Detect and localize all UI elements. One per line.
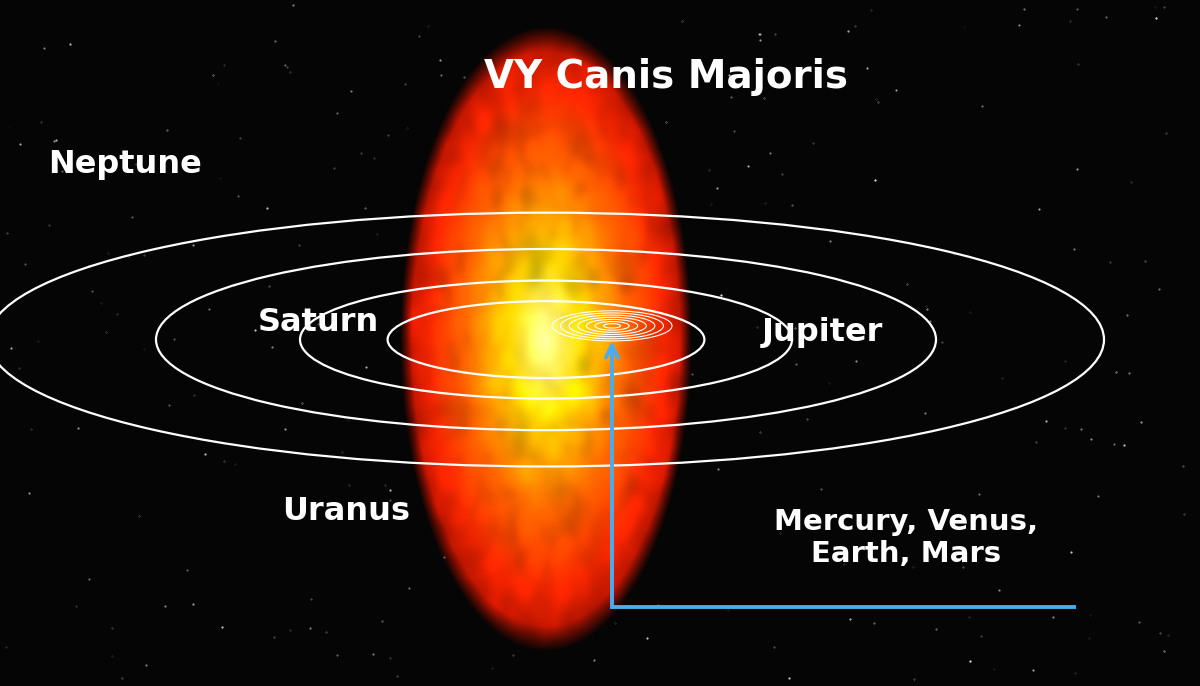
Text: Mercury, Venus,
Earth, Mars: Mercury, Venus, Earth, Mars	[774, 508, 1038, 568]
Text: Jupiter: Jupiter	[762, 317, 883, 348]
Text: Uranus: Uranus	[282, 495, 410, 527]
Text: Saturn: Saturn	[258, 307, 379, 338]
Text: VY Canis Majoris: VY Canis Majoris	[484, 58, 848, 96]
Text: Neptune: Neptune	[48, 149, 202, 180]
